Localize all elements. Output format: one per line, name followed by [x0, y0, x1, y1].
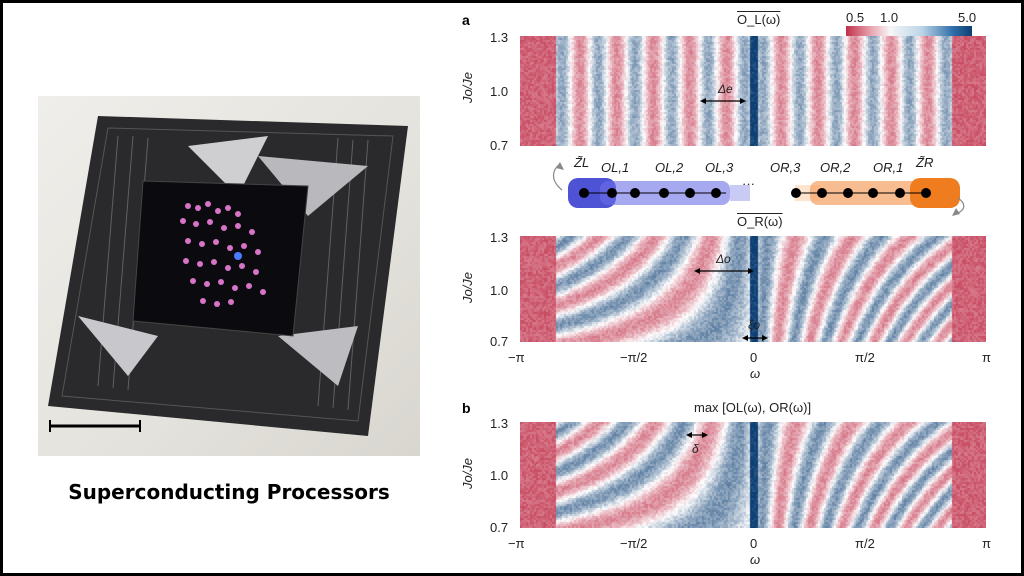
chain-label-ol2: OL,2 [655, 160, 684, 175]
chain-label-or3: OR,3 [770, 160, 801, 175]
delta-o-label: Δo [716, 252, 731, 266]
hm3-ytick-mid: 1.0 [490, 468, 509, 483]
panel-a-top-title: O_L(ω) [737, 12, 781, 27]
hm1-ylabel: Jo/Je [460, 71, 476, 104]
hm2-xtick-0: −π [508, 350, 525, 365]
xi-o-arrow [742, 335, 768, 341]
colorbar-label-mid: 1.0 [880, 10, 899, 25]
hm3-ytick-bot: 0.7 [490, 520, 509, 535]
hm3-ytick-top: 1.3 [490, 416, 509, 431]
hm3-xtick-0: −π [508, 536, 525, 551]
chain-label-ol1: OL,1 [601, 160, 630, 175]
processor-photo [38, 96, 420, 456]
delta-o-arrow [694, 268, 754, 274]
hm2-xtick-4: π [982, 350, 991, 365]
hm2-ytick-bot: 0.7 [490, 334, 509, 349]
hm2-ytick-mid: 1.0 [490, 283, 509, 298]
delta-e-arrow [700, 98, 746, 104]
chain-label-or2: OR,2 [820, 160, 851, 175]
chain-label-or1: OR,1 [873, 160, 904, 175]
panel-b-letter: b [462, 400, 471, 416]
hm3-xtick-3: π/2 [855, 536, 875, 551]
hm2-ytick-top: 1.3 [490, 230, 509, 245]
hm1-ytick-top: 1.3 [490, 30, 509, 45]
colorbar-label-min: 0.5 [846, 10, 865, 25]
panel-a-bottom-title: O_R(ω) [737, 214, 783, 229]
hm3-ylabel: Jo/Je [460, 457, 476, 490]
panel-b-title: max [OL(ω), OR(ω)] [694, 400, 812, 415]
hm2-xtick-1: −π/2 [620, 350, 648, 365]
chain-label-ol3: OL,3 [705, 160, 734, 175]
hm2-ylabel: Jo/Je [460, 271, 476, 304]
delta-arrow [686, 432, 708, 438]
chain-label-dots: ··· [742, 176, 755, 191]
hm2-xtick-3: π/2 [855, 350, 875, 365]
heatmap-max [520, 422, 986, 528]
delta-e-label: Δe [718, 82, 733, 96]
hm3-xtick-2: 0 [750, 536, 758, 551]
panel-a-letter: a [462, 12, 470, 28]
hm1-ytick-bot: 0.7 [490, 138, 509, 153]
hm2-xlabel: ω [750, 366, 761, 381]
chip-illustration [48, 116, 408, 436]
chain-diagram [552, 162, 965, 216]
colorbar [846, 26, 972, 37]
delta-label: δ [692, 442, 699, 456]
colorbar-label-max: 5.0 [958, 10, 977, 25]
heatmap-or [520, 236, 986, 342]
xi-o-label: ξo [748, 318, 761, 332]
hm2-xtick-2: 0 [750, 350, 758, 365]
hm3-xtick-1: −π/2 [620, 536, 648, 551]
hm3-xtick-4: π [982, 536, 991, 551]
hm1-ytick-mid: 1.0 [490, 84, 509, 99]
chain-label-zr: Z̃R [916, 155, 934, 170]
chain-label-zl: Z̃L [574, 155, 590, 170]
hm3-xlabel: ω [750, 552, 761, 567]
heatmap-ol [520, 36, 986, 146]
caption: Superconducting Processors [68, 480, 390, 504]
